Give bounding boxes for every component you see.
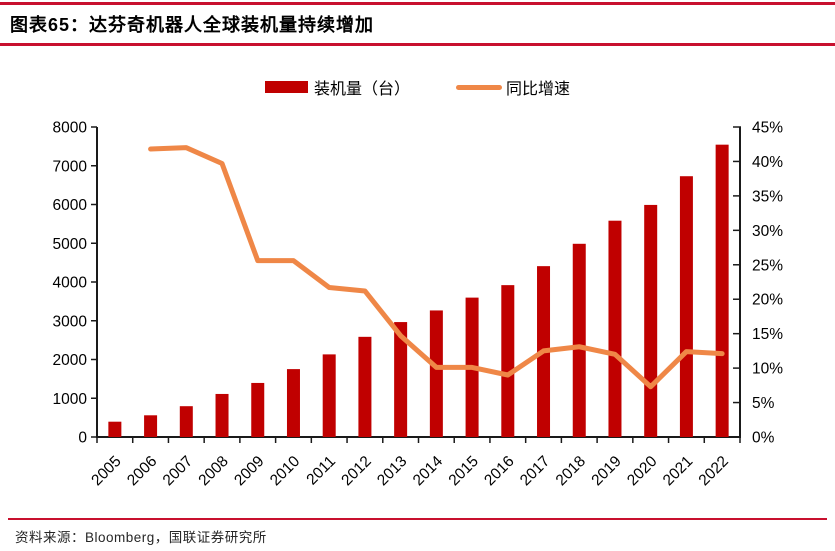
legend-item-installed-base: 装机量（台） [264, 75, 410, 99]
y-axis-left-label: 0 [78, 430, 87, 447]
x-label-2011: 2011 [303, 453, 339, 489]
y-axis-left-label: 5000 [53, 236, 88, 253]
y-axis-left-label: 1000 [53, 391, 88, 408]
y-axis-right-label: 0% [752, 430, 775, 447]
bar-2010 [286, 369, 300, 437]
x-label-2012: 2012 [338, 453, 374, 489]
y-axis-right-label: 5% [752, 395, 775, 412]
x-label-2022: 2022 [696, 453, 732, 489]
bar-series-swatch [264, 81, 308, 93]
x-label-2007: 2007 [160, 453, 196, 489]
y-axis-left-label: 8000 [53, 120, 88, 137]
y-axis-right-label: 20% [752, 292, 783, 309]
y-axis-right-label: 25% [752, 257, 783, 274]
figure-title: 图表65：达芬奇机器人全球装机量持续增加 [10, 15, 375, 35]
bar-2014 [429, 310, 443, 437]
bar-2022 [715, 144, 729, 438]
bar-2009 [251, 382, 265, 437]
bar-2018 [572, 243, 586, 437]
x-label-2010: 2010 [267, 453, 304, 490]
y-axis-right-label: 35% [752, 188, 783, 205]
y-axis-left-label: 3000 [53, 313, 88, 330]
line-series-swatch [456, 84, 502, 90]
bar-2020 [644, 204, 658, 437]
bar-2008 [215, 393, 229, 437]
y-axis-left-label: 2000 [53, 352, 88, 369]
top-rule [0, 2, 835, 5]
bar-2019 [608, 220, 622, 437]
y-axis-right-label: 40% [752, 154, 783, 171]
bar-2007 [179, 406, 193, 437]
x-label-2016: 2016 [481, 453, 517, 489]
legend-item-yoy-growth: 同比增速 [456, 75, 570, 99]
x-label-2008: 2008 [195, 453, 231, 489]
bar-2012 [358, 336, 372, 437]
legend-line-label: 同比增速 [506, 81, 571, 98]
title-underline-rule [0, 43, 835, 46]
x-label-2013: 2013 [374, 453, 410, 489]
x-label-2005: 2005 [88, 453, 124, 489]
y-axis-right-label: 45% [752, 120, 783, 137]
x-label-2014: 2014 [410, 453, 447, 490]
chart-legend: 装机量（台） 同比增速 [0, 75, 835, 99]
x-label-2015: 2015 [446, 453, 482, 489]
legend-bar-label: 装机量（台） [313, 81, 410, 98]
bar-2005 [108, 421, 122, 437]
y-axis-left-label: 4000 [53, 275, 88, 292]
yoy-growth-line [148, 145, 725, 390]
bar-2016 [501, 285, 515, 437]
source-note: 资料来源：Bloomberg，国联证券研究所 [15, 530, 267, 545]
y-axis-left-label: 6000 [53, 197, 88, 214]
x-label-2019: 2019 [588, 453, 624, 489]
x-label-2020: 2020 [624, 453, 661, 490]
y-axis-left-label: 7000 [53, 158, 88, 175]
x-label-2006: 2006 [124, 453, 160, 489]
bar-2006 [144, 415, 158, 437]
bar-2011 [322, 354, 336, 437]
bar-2013 [394, 322, 408, 437]
y-axis-right-label: 10% [752, 361, 783, 378]
bar-2021 [679, 176, 693, 437]
x-label-2017: 2017 [517, 453, 553, 489]
footer-rule [8, 518, 827, 520]
x-label-2018: 2018 [553, 453, 589, 489]
y-axis-right-label: 15% [752, 326, 783, 343]
x-label-2021: 2021 [660, 453, 696, 489]
x-label-2009: 2009 [231, 453, 267, 489]
y-axis-right-label: 30% [752, 223, 783, 240]
